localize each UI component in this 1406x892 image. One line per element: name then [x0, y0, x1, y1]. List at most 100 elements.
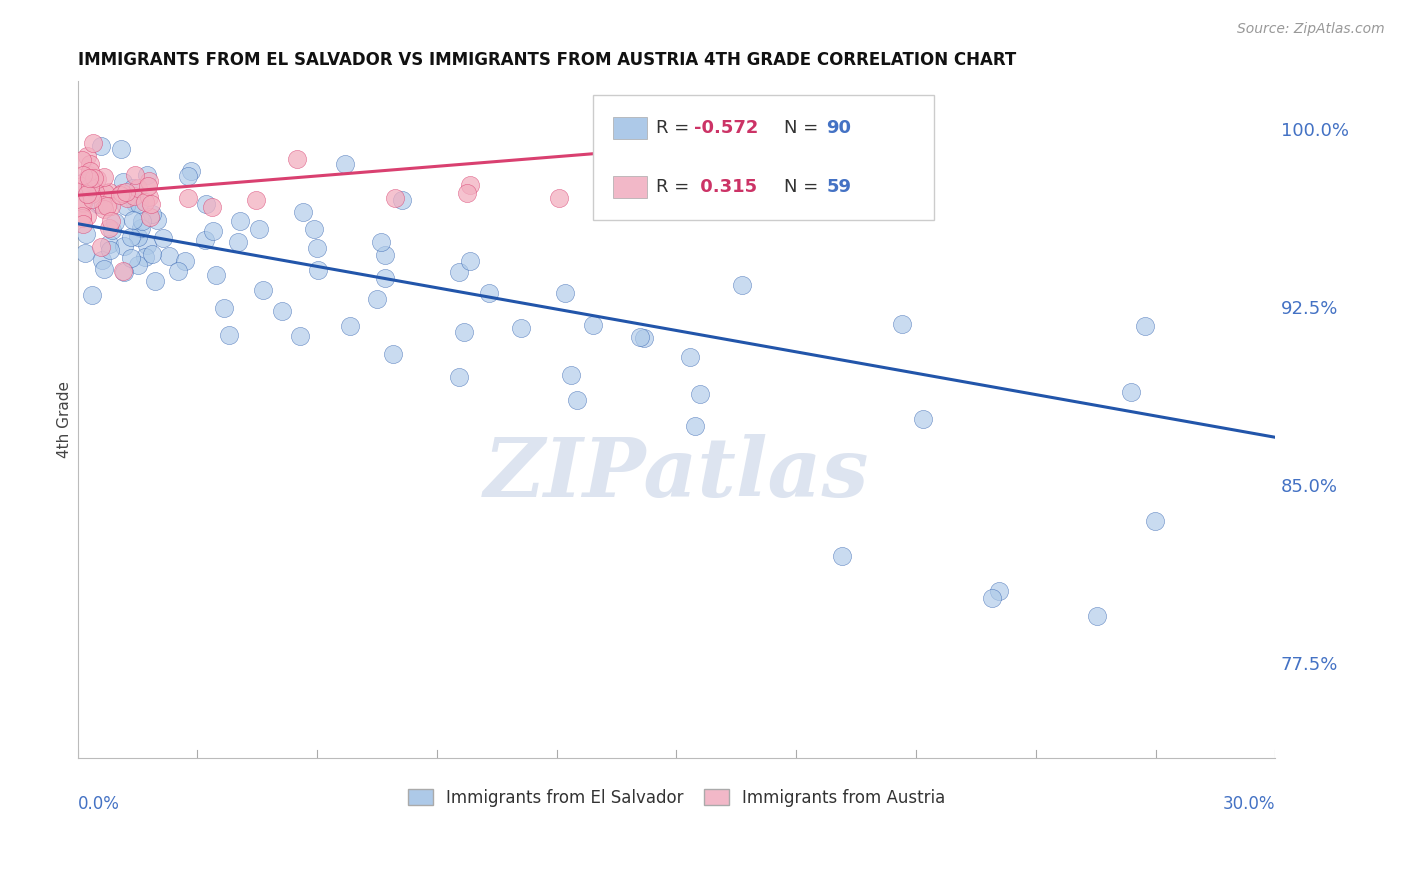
Point — [157, 249, 180, 263]
Point — [560, 368, 582, 383]
Point — [75, 246, 97, 260]
FancyBboxPatch shape — [593, 95, 934, 220]
Point — [70, 176, 93, 190]
Point — [139, 196, 162, 211]
Point — [70, 209, 93, 223]
Point — [84, 185, 107, 199]
Point — [547, 191, 569, 205]
Point — [458, 178, 481, 192]
Point — [201, 224, 224, 238]
Text: ZIPatlas: ZIPatlas — [484, 434, 869, 514]
Point — [138, 190, 160, 204]
Point — [90, 139, 112, 153]
Point — [111, 264, 134, 278]
Point — [70, 153, 93, 167]
Point — [94, 186, 117, 201]
Point — [510, 321, 533, 335]
Point — [79, 164, 101, 178]
Point — [685, 138, 707, 153]
Point — [302, 222, 325, 236]
Point — [477, 285, 499, 300]
Text: 59: 59 — [827, 178, 851, 196]
Point — [134, 194, 156, 209]
Point — [77, 170, 100, 185]
Point — [195, 197, 218, 211]
Point — [114, 199, 136, 213]
Point — [229, 214, 252, 228]
Point — [212, 301, 235, 316]
Point — [129, 220, 152, 235]
Point — [136, 179, 159, 194]
Point — [131, 214, 153, 228]
Text: 90: 90 — [827, 119, 851, 136]
Point — [374, 271, 396, 285]
Point — [285, 152, 308, 166]
Point — [384, 191, 406, 205]
Point — [146, 213, 169, 227]
Point — [98, 221, 121, 235]
Point — [72, 196, 94, 211]
Point — [252, 284, 274, 298]
Point — [77, 169, 100, 183]
Bar — [613, 117, 647, 139]
Point — [205, 268, 228, 283]
Point — [124, 168, 146, 182]
Point — [112, 238, 135, 252]
Text: 30.0%: 30.0% — [1223, 795, 1275, 813]
Point — [83, 171, 105, 186]
Point — [339, 318, 361, 333]
Point — [127, 230, 149, 244]
Point — [111, 186, 134, 201]
Point — [98, 243, 121, 257]
Point — [70, 194, 93, 209]
Point — [86, 171, 108, 186]
Point — [374, 248, 396, 262]
Point — [104, 215, 127, 229]
Point — [90, 252, 112, 267]
Point — [86, 197, 108, 211]
Point — [120, 229, 142, 244]
Point — [177, 169, 200, 183]
Point — [247, 222, 270, 236]
Point — [679, 351, 702, 365]
Point — [97, 236, 120, 251]
Point — [122, 213, 145, 227]
Point — [980, 591, 1002, 605]
Point — [80, 186, 103, 201]
Point — [127, 258, 149, 272]
Point — [218, 328, 240, 343]
Point — [100, 199, 122, 213]
Text: R =: R = — [657, 178, 695, 196]
Point — [121, 180, 143, 194]
Text: IMMIGRANTS FROM EL SALVADOR VS IMMIGRANTS FROM AUSTRIA 4TH GRADE CORRELATION CHA: IMMIGRANTS FROM EL SALVADOR VS IMMIGRANT… — [77, 51, 1017, 69]
Point — [143, 274, 166, 288]
Text: N =: N = — [785, 178, 824, 196]
Point — [80, 192, 103, 206]
Point — [193, 233, 215, 247]
Point — [93, 202, 115, 216]
Point — [636, 141, 658, 155]
Point — [115, 191, 138, 205]
Point — [82, 136, 104, 151]
Point — [72, 218, 94, 232]
Point — [91, 198, 114, 212]
Point — [90, 240, 112, 254]
Point — [79, 157, 101, 171]
Point — [152, 231, 174, 245]
Point — [138, 173, 160, 187]
Point — [124, 195, 146, 210]
Point — [366, 293, 388, 307]
Point — [988, 583, 1011, 598]
Point — [112, 175, 135, 189]
Point — [141, 207, 163, 221]
Point — [381, 347, 404, 361]
Point — [128, 197, 150, 211]
Bar — [613, 176, 647, 198]
Point — [93, 262, 115, 277]
Y-axis label: 4th Grade: 4th Grade — [58, 381, 72, 458]
Point — [70, 211, 93, 225]
Point — [245, 193, 267, 207]
Point — [72, 168, 94, 182]
Point — [1085, 609, 1108, 624]
Point — [731, 277, 754, 292]
